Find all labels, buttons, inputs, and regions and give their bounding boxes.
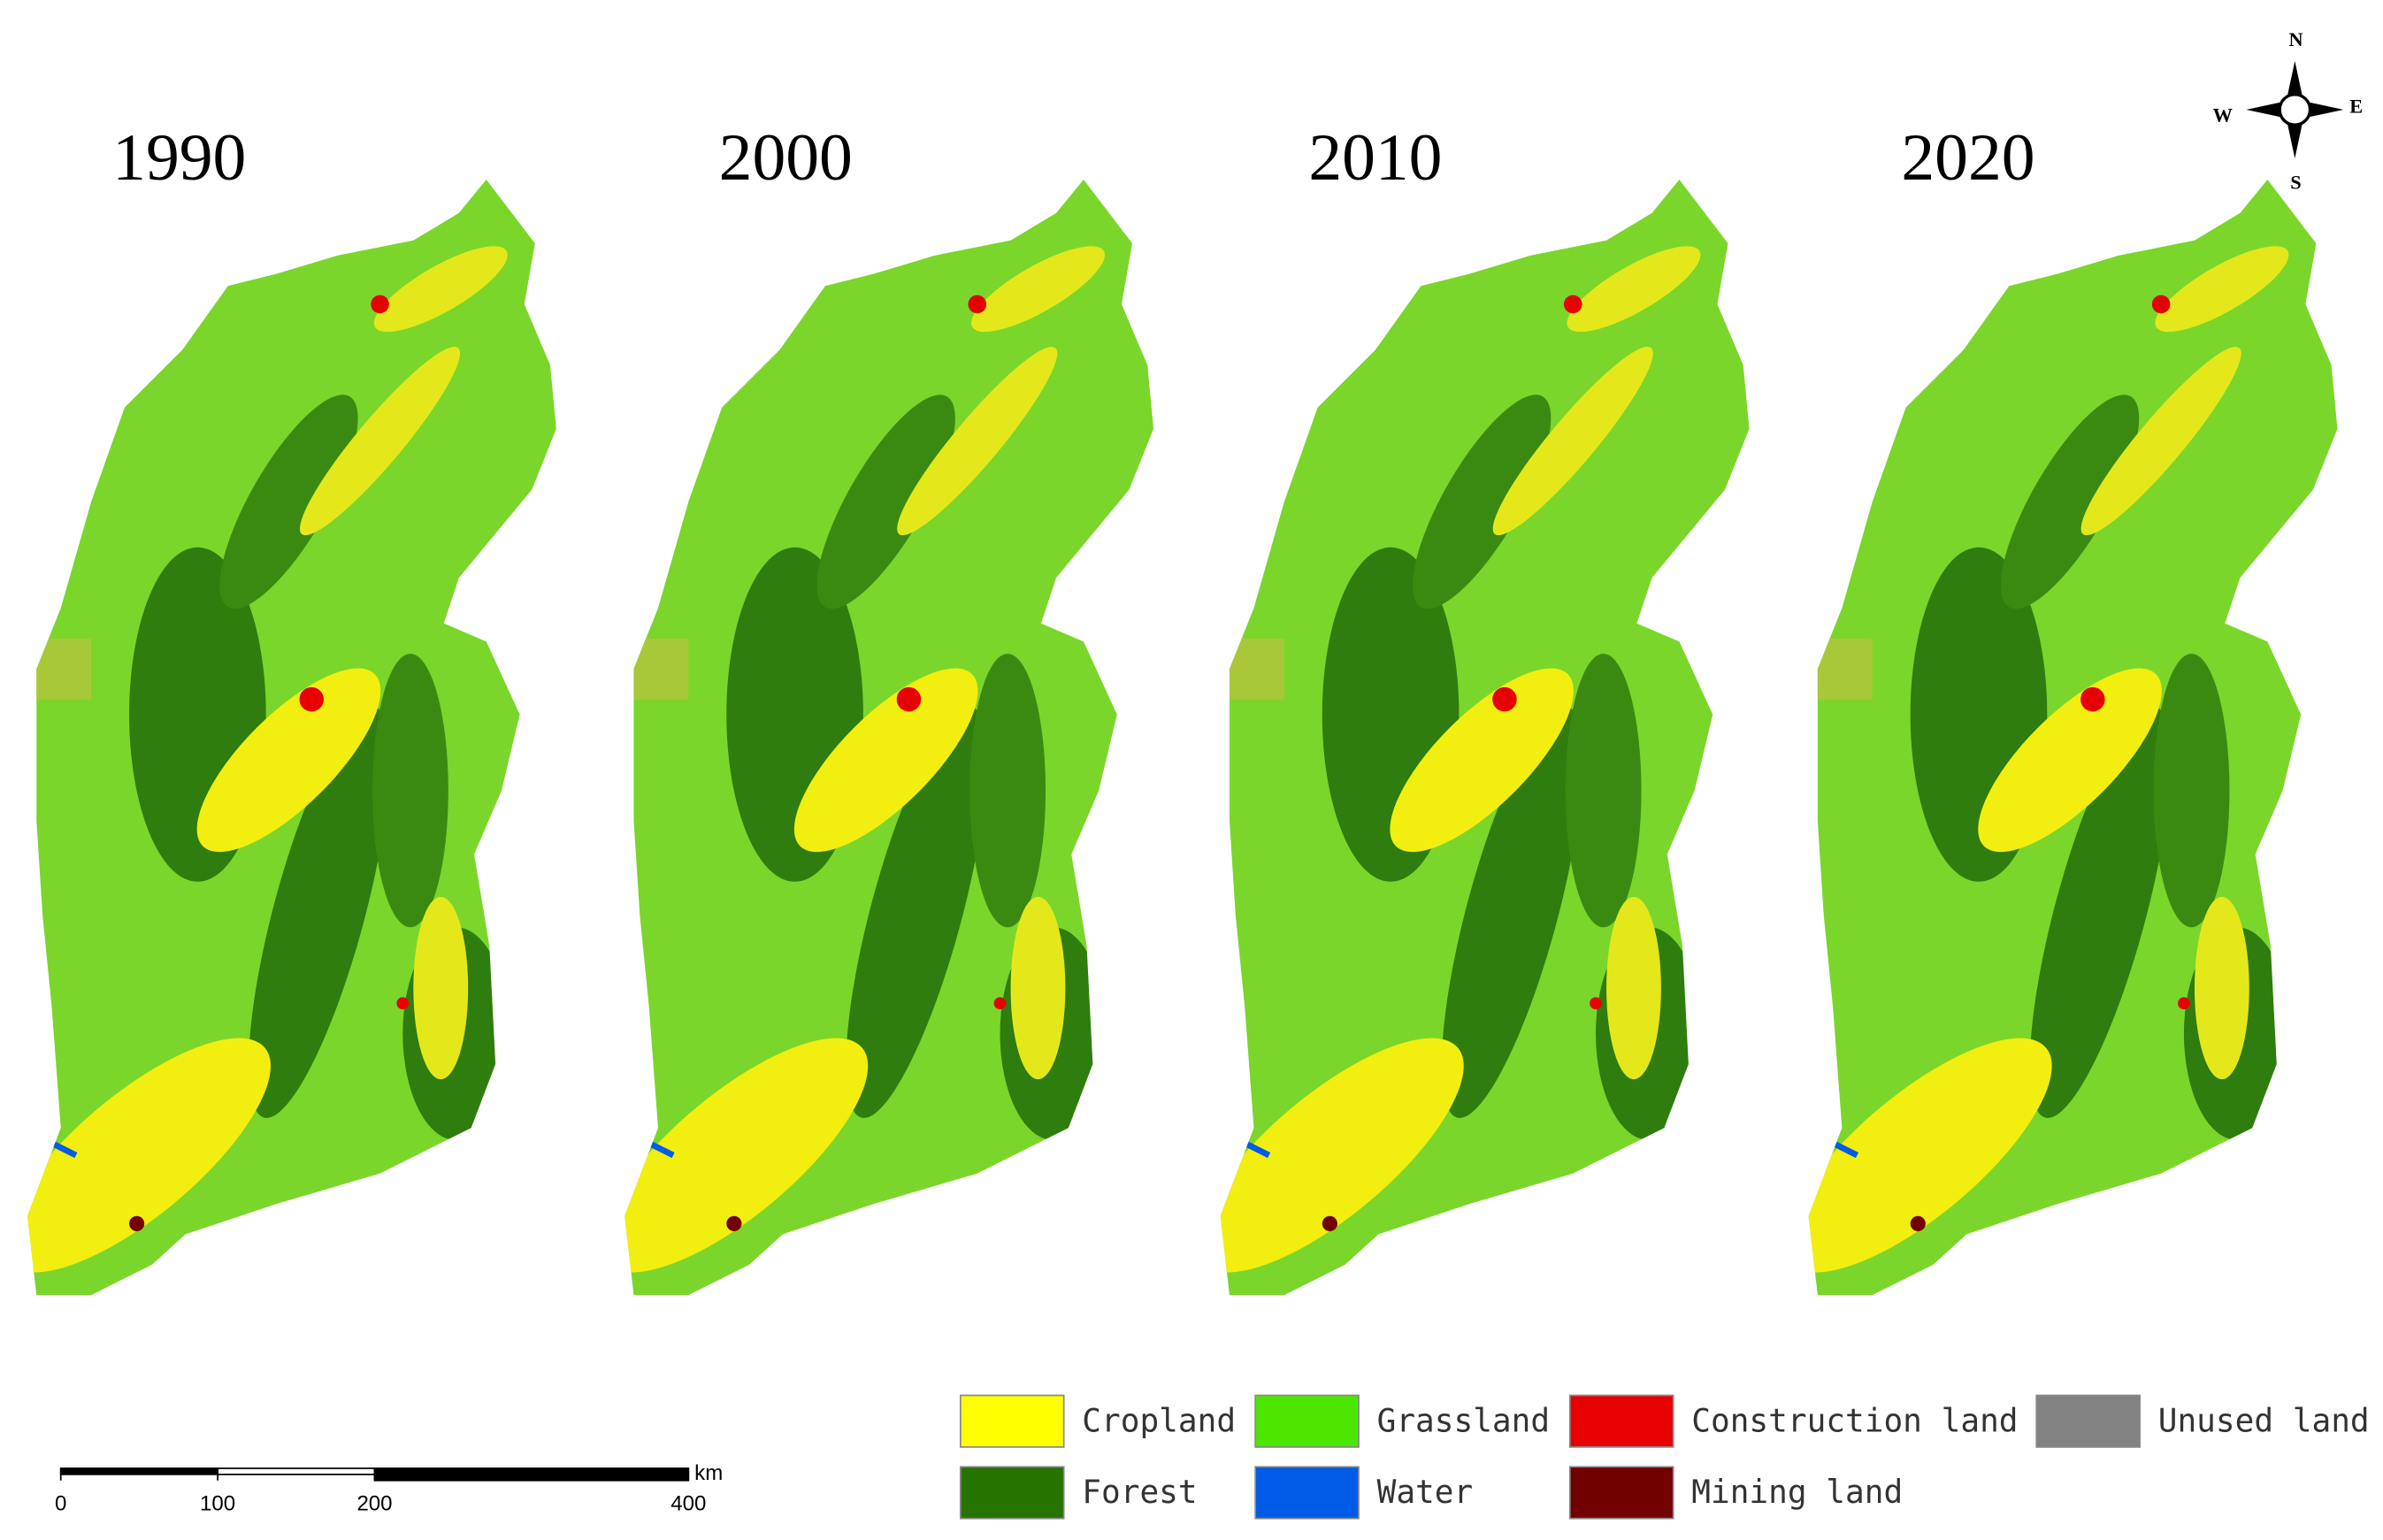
- legend-label: Cropland: [1082, 1402, 1236, 1439]
- legend-label: Forest: [1082, 1474, 1197, 1511]
- legend-label: Water: [1377, 1474, 1474, 1511]
- scale-label: 400: [670, 1492, 706, 1516]
- land-use-map: [0, 152, 578, 1322]
- legend-swatch: [2035, 1394, 2141, 1448]
- compass-n: N: [2288, 28, 2303, 50]
- year-title: 2020: [1901, 121, 2034, 195]
- scale-label: 200: [356, 1492, 392, 1516]
- scale-segment: [59, 1467, 218, 1475]
- legend-swatch: [1254, 1466, 1360, 1520]
- scale-label: 100: [200, 1492, 235, 1516]
- scale-unit: km: [694, 1461, 723, 1485]
- land-use-map: [1751, 152, 2358, 1322]
- legend-swatch: [959, 1394, 1065, 1448]
- legend-swatch: [1568, 1466, 1674, 1520]
- legend-swatch: [959, 1466, 1065, 1520]
- year-title: 2000: [719, 121, 853, 195]
- compass-s: S: [2290, 171, 2301, 193]
- compass-w: W: [2213, 104, 2233, 126]
- land-use-map: [1162, 152, 1770, 1322]
- year-title: 1990: [112, 121, 246, 195]
- compass-e: E: [2349, 95, 2363, 117]
- year-title: 2010: [1308, 121, 1442, 195]
- legend-swatch: [1254, 1394, 1360, 1448]
- scale-label: 0: [55, 1492, 66, 1516]
- legend-label: Grassland: [1377, 1402, 1551, 1439]
- legend-swatch: [1568, 1394, 1674, 1448]
- legend-label: Unused land: [2158, 1402, 2370, 1439]
- scale-segment: [217, 1467, 376, 1475]
- legend-label: Construction land: [1691, 1402, 2018, 1439]
- legend-label: Mining land: [1691, 1474, 1903, 1511]
- scale-segment: [373, 1467, 690, 1482]
- land-use-map: [567, 152, 1175, 1322]
- compass: N S E W: [2213, 28, 2364, 194]
